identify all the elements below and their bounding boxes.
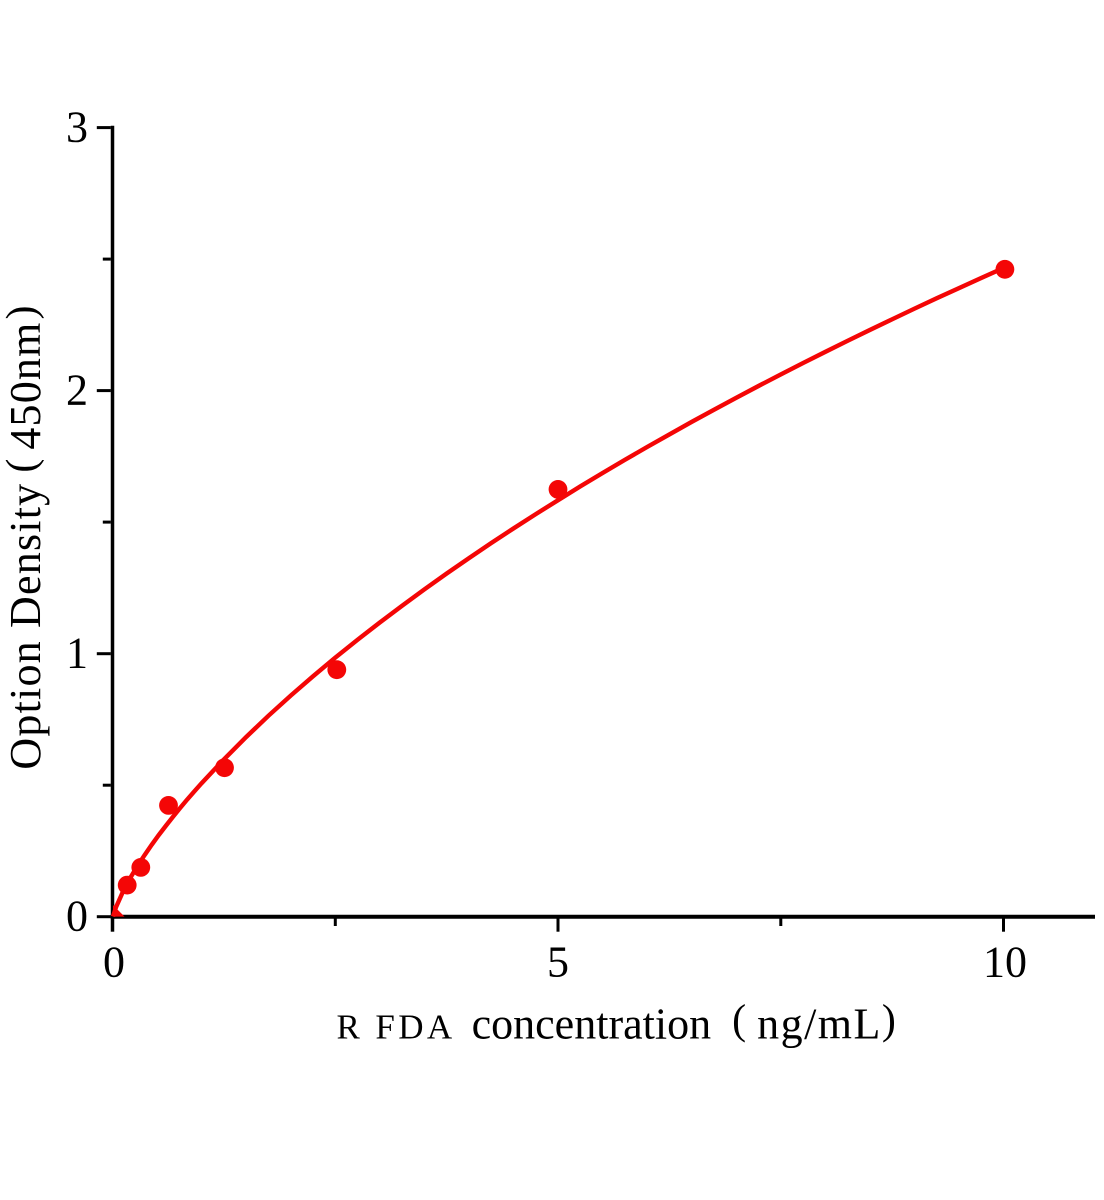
- svg-text:3: 3: [66, 103, 88, 152]
- svg-text:10: 10: [983, 937, 1027, 986]
- svg-text:1: 1: [66, 629, 88, 678]
- svg-text:5: 5: [547, 937, 569, 986]
- svg-text:0: 0: [66, 892, 88, 941]
- svg-text:R FDA concentration(ng/mL): R FDA concentration(ng/mL): [337, 998, 896, 1049]
- svg-text:0: 0: [103, 937, 125, 986]
- svg-text:2: 2: [66, 366, 88, 415]
- svg-text:Option Density(450nm): Option Density(450nm): [0, 305, 50, 769]
